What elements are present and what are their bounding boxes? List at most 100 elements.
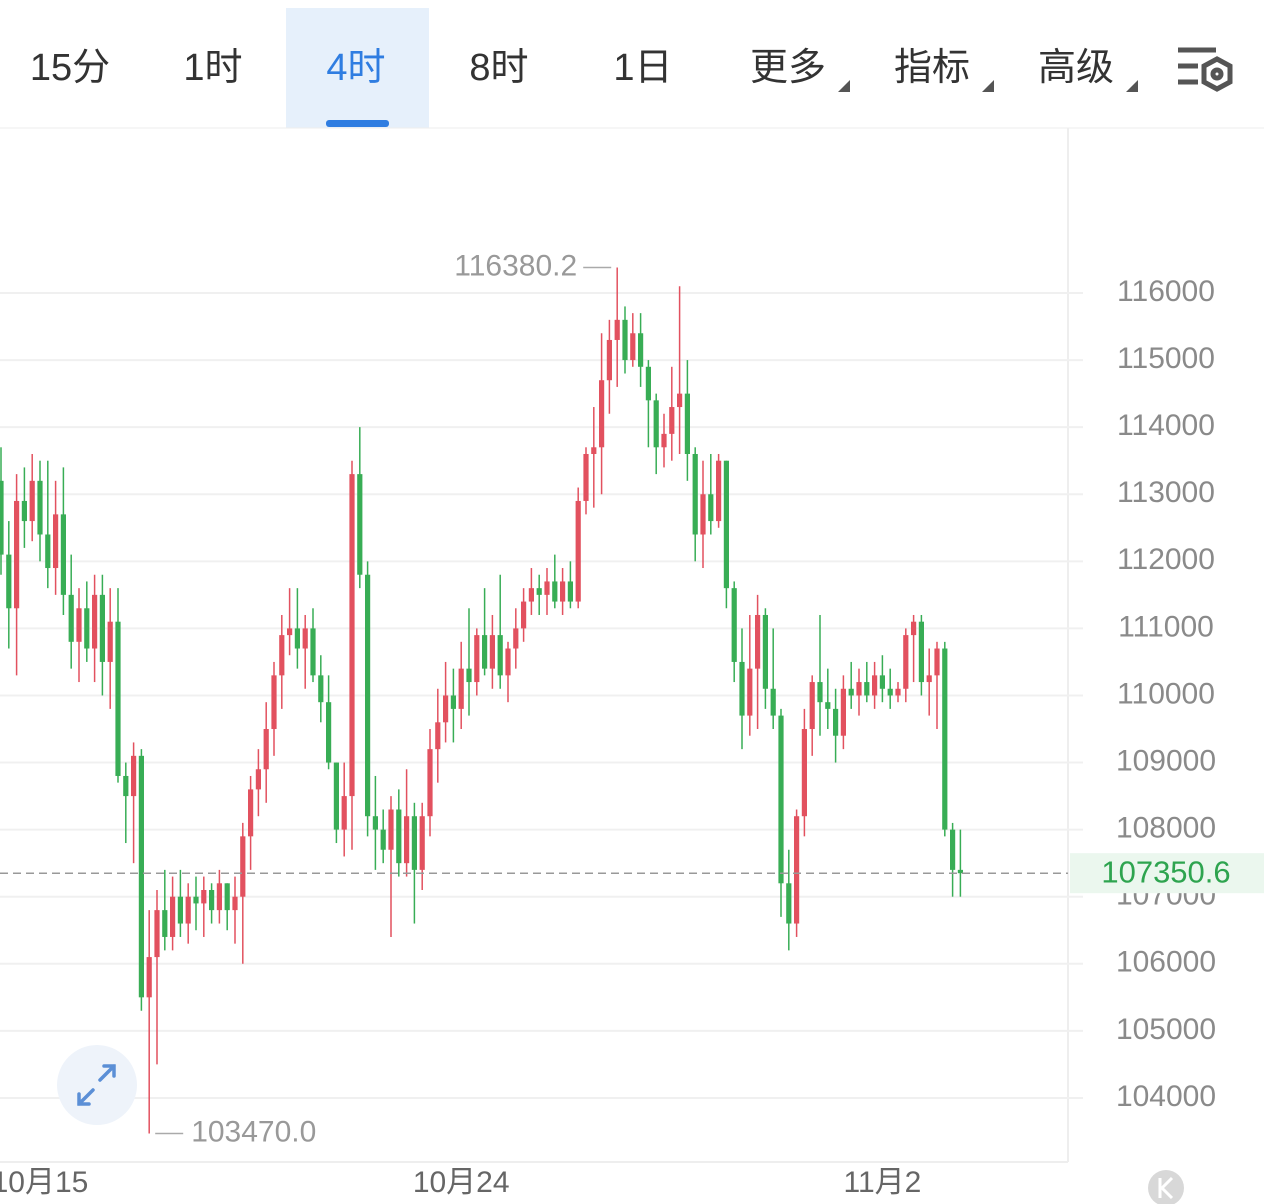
x-tick-label: 11月2 [843,1166,921,1199]
candle-body [942,648,948,830]
candle-body [856,682,862,696]
candle-body [833,708,839,736]
candle-body [380,829,386,850]
tab[interactable]: 1时 [183,47,242,89]
y-tick-label: 111000 [1118,610,1214,643]
candle-body [349,474,355,797]
dropdown-caret [982,80,994,92]
candle-body [185,896,191,924]
candle-body [68,594,74,642]
candle-body [638,333,644,367]
candle-body [146,957,152,998]
candle-body [177,896,183,924]
candle-body [497,635,503,676]
candle-body [630,333,636,361]
candle-body [326,702,332,763]
candle-body [747,668,753,716]
candle-body [825,702,831,709]
tab[interactable]: 15分 [30,47,110,89]
candle-body [84,608,90,649]
y-tick-label: 112000 [1117,543,1215,576]
candle-body [224,883,230,911]
candle-body [591,447,597,454]
candle-body [37,480,43,535]
candle-body [170,896,176,937]
candle-body [294,628,300,649]
candle-body [123,775,129,797]
tab[interactable]: 8时 [469,47,528,89]
candle-body [606,339,612,381]
max-label: 116380.2 [454,249,577,282]
candle-body [786,883,792,924]
candle-body [879,675,885,689]
toolbar [0,0,1264,128]
candle-body [864,682,870,696]
candle-body [700,494,706,535]
candle-body [92,594,98,649]
y-tick-label: 116000 [1117,275,1215,308]
candle-body [645,366,651,401]
candle-body [53,514,59,569]
candle-body [622,319,628,361]
candle-body [427,749,433,817]
candle-body [583,453,589,501]
candle-body [310,628,316,676]
expand-button[interactable] [57,1045,137,1125]
candle-body [794,816,800,924]
settings-icon[interactable] [1178,47,1233,92]
k-button[interactable] [1148,1170,1184,1204]
candle-body [29,480,35,522]
candle-body [934,648,940,676]
candle-body [903,635,909,689]
candle-body [513,628,519,649]
candle-body [528,588,534,602]
tab[interactable]: 1日 [613,47,672,89]
min-label: 103470.0 [191,1115,316,1148]
candle-body [138,755,144,998]
candle-body [419,816,425,870]
y-tick-label: 108000 [1116,812,1216,845]
candle-body [333,762,339,830]
candle-body [552,581,558,602]
candle-body [950,829,956,870]
tab[interactable]: 更多 [750,47,826,89]
candle-body [255,769,261,790]
candle-body [653,400,659,448]
candle-body [957,869,963,874]
candle-body [450,695,456,709]
tab[interactable]: 高级 [1038,47,1114,89]
candle-body [458,668,464,709]
tab[interactable]: 4时 [326,47,385,89]
candle-body [365,574,371,817]
candle-body [404,816,410,864]
last-price-box [1070,853,1264,894]
candle-body [489,635,495,669]
y-tick-label: 115000 [1117,342,1215,375]
candle-body [232,896,238,911]
candle-body [731,588,737,662]
candle-body [755,614,761,669]
active-tab-bg [286,8,429,128]
candle-body [466,668,472,683]
candle-body [263,729,269,770]
candle-body [918,621,924,683]
tab[interactable]: 指标 [894,47,970,89]
candle-body [411,816,417,870]
candle-body [872,675,878,696]
candle-body [560,581,566,602]
y-tick-label: 113000 [1117,476,1215,509]
candle-body [599,380,605,448]
dropdown-caret [1126,80,1138,92]
candle-body [895,688,901,696]
y-tick-label: 104000 [1116,1080,1216,1113]
candle-body [567,581,573,602]
candle-body [614,319,620,340]
candle-body [271,675,277,730]
candle-body [216,883,222,911]
candle-body [778,715,784,884]
candle-body [817,682,823,703]
y-tick-label: 105000 [1116,1013,1216,1046]
candle-body [115,621,121,776]
candle-body [692,453,698,535]
candle-body [926,675,932,683]
